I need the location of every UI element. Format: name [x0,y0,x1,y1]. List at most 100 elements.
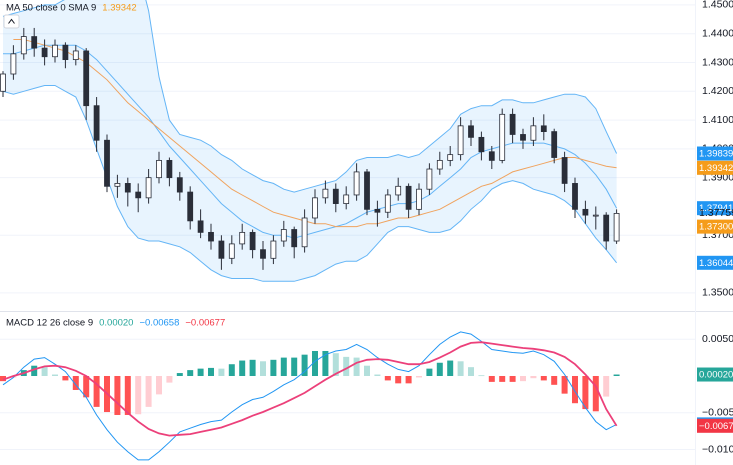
candle-body [187,191,194,222]
price-marker-label: 1.37941 [699,203,733,214]
candle-body [405,185,412,210]
histogram-bar [488,375,495,382]
histogram-bar [603,375,610,397]
price-marker [697,418,733,433]
candle-body [93,105,100,141]
candle-body [145,177,152,199]
bollinger-basis [3,44,618,239]
price-marker-label: 1.39839 [699,149,733,160]
histogram-bar [124,375,131,415]
histogram-bar [156,375,162,395]
candle-body [10,53,17,75]
histogram-bar [135,375,142,415]
y-tick-label: 1.43000 [702,56,733,68]
histogram-bar [520,375,526,382]
histogram-bar [592,375,599,412]
price-marker-label: 0.00020 [699,370,733,381]
candle-body [374,208,381,213]
histogram-bar [468,367,474,376]
candle-body [457,125,464,156]
last-price-label: 1.37759 [699,207,733,219]
histogram-bar [405,375,412,384]
price-marker [697,255,733,270]
histogram-bar [353,357,360,376]
candle-body [499,113,506,161]
candle-body [62,44,69,61]
histogram-bar [395,375,402,384]
histogram-bar [260,361,266,376]
candle-body [603,214,610,242]
price-marker [697,146,733,161]
candle-body [239,231,246,245]
candle-body [322,188,329,199]
candle-body [260,249,266,259]
y-tick-label: 1.42000 [702,85,733,97]
price-marker [697,367,733,382]
histogram-bar [509,375,516,382]
price-marker [697,219,733,234]
histogram-bar [41,367,48,376]
candle-body [218,240,225,259]
histogram-bar [270,359,277,376]
histogram-bar [280,357,287,376]
collapse-button-box[interactable] [3,14,20,29]
histogram-bar [572,375,578,404]
histogram-bar [218,368,225,376]
histogram-bar [478,375,485,377]
histogram-bar [83,375,90,398]
candle-body [228,243,235,259]
candle-body [478,136,485,153]
y-tick-label: 1.45000 [702,0,733,11]
candle-body [520,134,526,141]
candle-body [447,154,454,161]
legend-label: MACD 12 26 close 9 [6,318,93,329]
candle-body [436,159,443,170]
histogram-bar [52,374,58,376]
candle-body [52,44,58,58]
candle-body [124,183,131,193]
candle-body [561,157,568,184]
candle-body [488,151,495,161]
candle-body [582,208,589,216]
histogram-bar [530,375,537,379]
candle-body [384,194,391,213]
histogram-bar [0,375,6,382]
candle-body [197,220,204,233]
collapse-button[interactable] [3,14,20,29]
histogram-bar [208,367,214,376]
y-tick-label: 1.35000 [702,287,733,299]
candle-body [312,197,318,219]
candle-body [156,159,162,179]
histogram-bar [447,360,454,376]
candle-body [395,185,402,196]
histogram-bar [31,365,38,376]
candle-body [509,113,516,135]
histogram-bar [551,375,558,385]
candle-body [613,213,620,242]
candle-body [332,188,339,204]
candle-body [0,73,6,92]
histogram-bar [540,375,547,381]
price-marker [697,201,733,216]
price-marker-label: −0.00677 [699,421,733,432]
candle-body [468,125,474,138]
legend-value: 0.00020 [99,318,133,329]
histogram-bar [322,350,329,376]
candle-body [353,171,360,196]
legend-value: −0.00658 [139,318,179,329]
signal-line [2,341,618,437]
histogram-bar [457,361,464,376]
candle-body [301,217,308,248]
candle-body [364,171,370,210]
histogram-bar [72,375,79,390]
histogram-bar [416,375,422,378]
candle-body [114,183,121,187]
candle-body [41,47,48,58]
histogram-bar [312,350,318,376]
histogram-bar [145,375,152,407]
candle-body [280,229,287,242]
histogram-bar [613,374,620,376]
histogram-bar [114,375,121,415]
candle-body [572,183,578,210]
